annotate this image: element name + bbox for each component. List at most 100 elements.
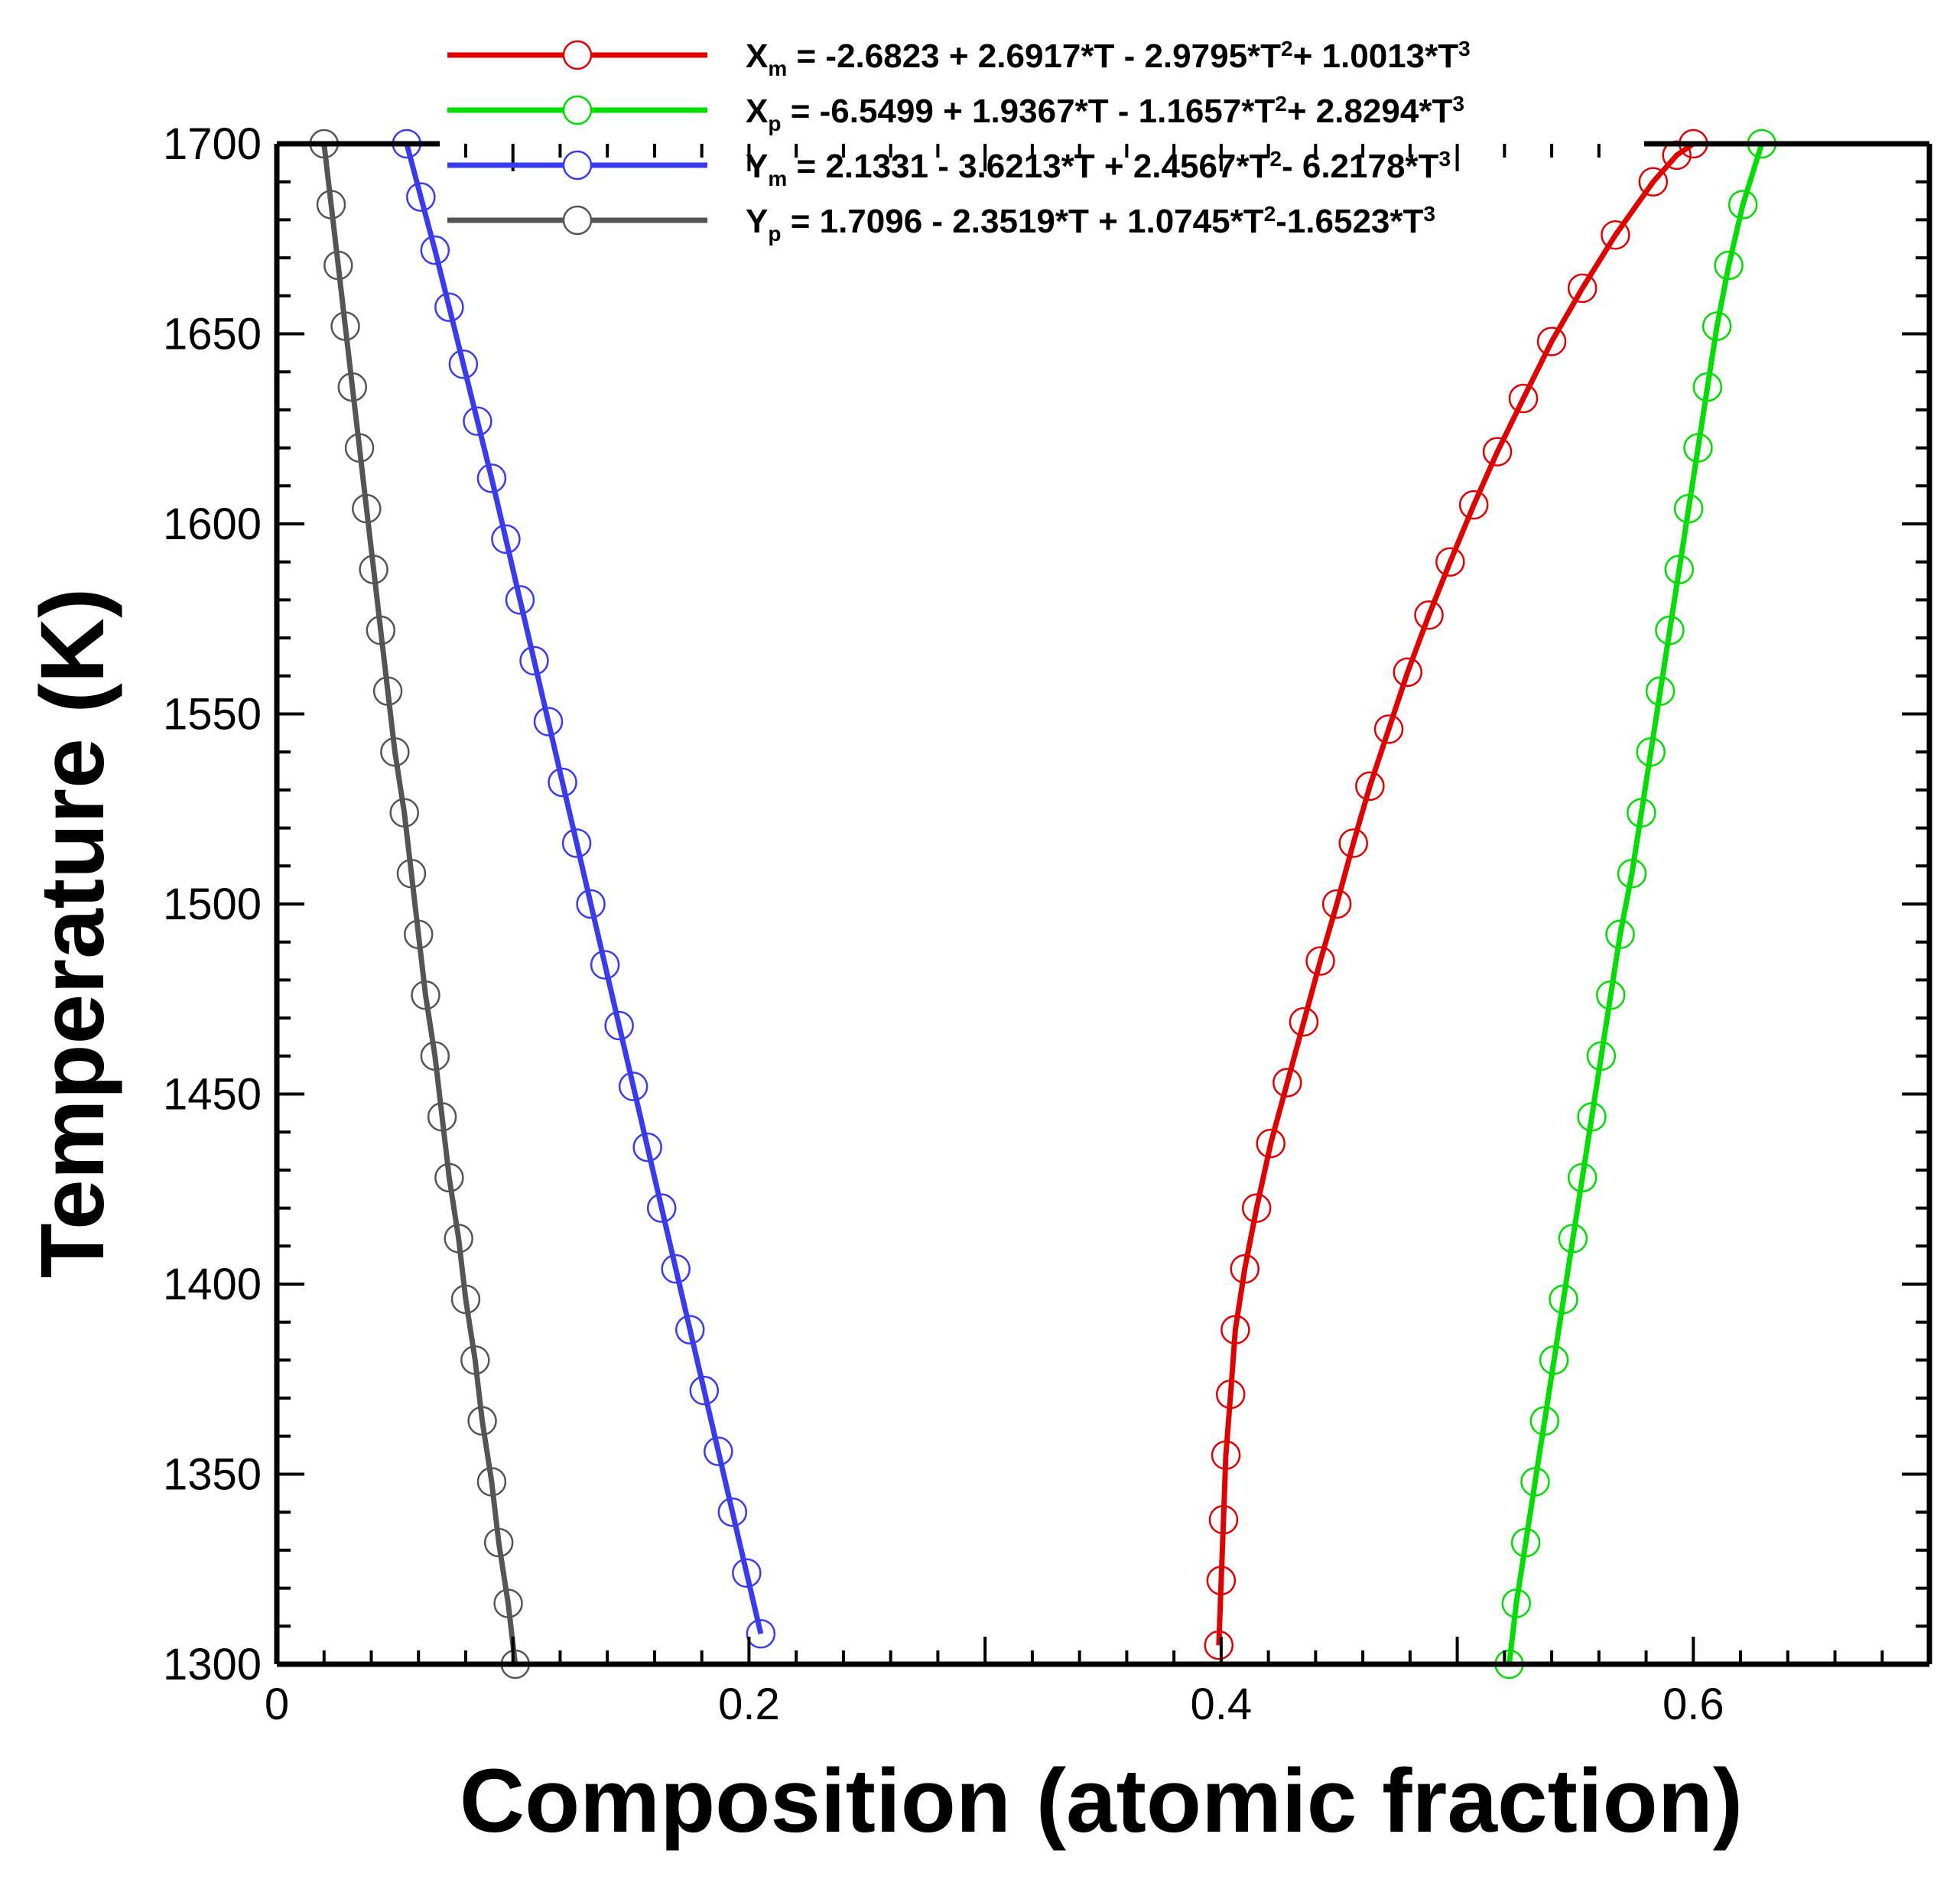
y-tick-label-2: 1400 [163,1260,262,1309]
marker-Xp-22 [1702,311,1732,341]
marker-Xm-24 [1601,220,1630,250]
marker-Yp-18 [359,554,388,584]
marker-Yp-13 [396,858,427,889]
legend-label-Xp: Xp = -6.5499 + 1.9367*T - 1.1657*T2+ 2.8… [746,92,1464,136]
marker-Xm-3 [1211,1440,1241,1470]
marker-Xp-24 [1728,190,1758,219]
marker-Xp-8 [1567,1162,1598,1193]
marker-Ym-3 [704,1436,733,1466]
marker-Xp-16 [1645,676,1676,706]
marker-Xp-1 [1501,1588,1531,1618]
y-tick-label-3: 1450 [163,1070,262,1120]
marker-Yp-15 [380,737,410,767]
y-tick-label-6: 1600 [163,499,262,549]
legend-label-Xm: Xm = -2.6823 + 2.6917*T - 2.9795*T2+ 1.0… [746,37,1471,81]
x-tick-label-3: 0.6 [1663,1680,1724,1729]
axis-ticks [275,142,1931,1666]
marker-Yp-17 [366,615,396,645]
marker-Yp-24 [316,190,346,219]
marker-Ym-7 [646,1193,677,1223]
marker-Ym-15 [533,707,564,737]
marker-Xm-19 [1458,489,1489,520]
y-axis-title: Temperature (K) [22,588,123,1279]
series-Yp [309,128,531,1680]
marker-Yp-20 [344,433,375,463]
marker-Yp-9 [427,1102,457,1132]
legend-marker-Ym [562,150,593,180]
legend: Xm = -2.6823 + 2.6917*T - 2.9795*T2+ 1.0… [447,37,1471,246]
marker-Xm-21 [1508,383,1539,414]
marker-Ym-13 [561,828,592,858]
marker-Yp-21 [337,372,368,402]
marker-Ym-4 [689,1375,720,1406]
legend-marker-Xm [562,40,593,70]
marker-Xm-9 [1273,1068,1302,1097]
marker-Xp-14 [1627,798,1656,828]
series-line-Xm [1216,141,1695,1646]
y-tick-label-0: 1300 [163,1640,262,1689]
marker-Ym-9 [618,1071,648,1101]
legend-item-Yp: Yp = 1.7096 - 2.3519*T + 1.0745*T2-1.652… [447,202,1435,246]
marker-Yp-11 [411,980,440,1010]
marker-Ym-23 [420,235,450,265]
marker-Ym-11 [590,950,620,980]
marker-Ym-20 [463,406,492,437]
marker-Yp-22 [330,311,360,341]
marker-Xp-21 [1692,372,1723,402]
marker-Ym-24 [406,182,436,212]
marker-Ym-1 [732,1558,762,1588]
marker-Xp-2 [1510,1527,1541,1558]
marker-Xp-4 [1529,1406,1560,1436]
marker-Xp-13 [1617,858,1647,889]
marker-Ym-0 [746,1618,776,1649]
marker-Xp-18 [1664,554,1695,584]
y-tick-label-7: 1650 [163,310,262,359]
marker-Ym-17 [505,585,535,615]
y-tick-label-8: 1700 [163,119,262,169]
series-Xm [1204,128,1708,1660]
marker-Xp-11 [1595,980,1626,1010]
legend-item-Xp: Xp = -6.5499 + 1.9367*T - 1.1657*T2+ 2.8… [447,92,1464,136]
marker-Xm-0 [1204,1630,1234,1660]
marker-Xm-17 [1414,600,1444,630]
marker-Yp-10 [420,1041,450,1071]
series-line-Ym [404,143,764,1634]
marker-Ym-2 [717,1497,748,1527]
marker-Xm-11 [1305,946,1335,976]
series-line-Yp [321,143,518,1665]
x-tick-label-1: 0.2 [718,1680,780,1729]
marker-Yp-16 [372,676,403,706]
marker-Xp-10 [1586,1041,1617,1071]
marker-Xp-19 [1673,493,1704,524]
marker-Xp-3 [1520,1467,1550,1497]
series-Xp [1494,128,1777,1680]
series-line-Xp [1507,142,1765,1665]
marker-Xp-9 [1577,1102,1607,1132]
marker-Xp-15 [1636,737,1666,767]
marker-Yp-23 [323,250,353,281]
legend-marker-Yp [562,205,593,236]
legend-label-Yp: Yp = 1.7096 - 2.3519*T + 1.0745*T2-1.652… [746,202,1435,246]
marker-Xp-7 [1558,1224,1588,1254]
marker-Yp-6 [450,1284,481,1315]
marker-Yp-3 [476,1467,507,1497]
legend-marker-Xp [562,95,593,125]
y-tick-label-1: 1350 [163,1450,262,1500]
marker-Xm-4 [1215,1379,1246,1410]
marker-Yp-2 [483,1527,514,1558]
marker-Ym-21 [448,350,479,379]
marker-Xm-2 [1208,1504,1239,1535]
legend-item-Xm: Xm = -2.6823 + 2.6917*T - 2.9795*T2+ 1.0… [447,37,1471,81]
marker-Xp-12 [1605,919,1635,950]
marker-Xp-6 [1549,1284,1578,1315]
marker-Yp-8 [434,1162,464,1193]
marker-Ym-19 [476,463,507,493]
x-axis-title: Composition (atomic fraction) [460,1751,1743,1852]
marker-Xm-7 [1241,1193,1272,1223]
marker-Xp-17 [1655,615,1685,645]
marker-Xm-12 [1321,889,1352,919]
marker-Xp-5 [1539,1345,1569,1375]
marker-Ym-22 [434,292,464,322]
marker-Yp-5 [460,1345,490,1375]
